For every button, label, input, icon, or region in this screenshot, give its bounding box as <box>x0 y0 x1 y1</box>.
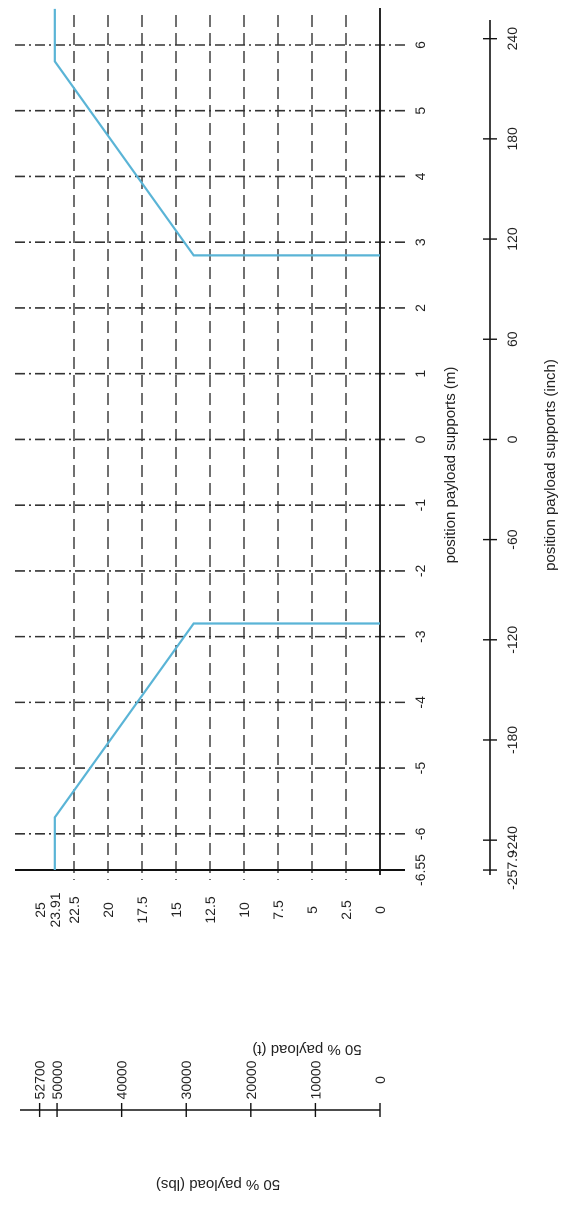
secondary-x-axis-label: position payload supports (inch) <box>542 359 559 571</box>
y-tick-label: 25 <box>32 902 48 918</box>
secondary-x-tick-label: -240 <box>504 826 520 854</box>
secondary-y-tick-label: 40000 <box>114 1060 130 1099</box>
y-tick-label: 15 <box>168 902 184 918</box>
secondary-y-tick-label: 10000 <box>307 1060 323 1099</box>
series-lines <box>53 8 380 870</box>
secondary-x-tick-label: 0 <box>504 435 520 443</box>
x-tick-label: -1 <box>412 499 428 512</box>
x-tick-label: 6 <box>412 41 428 49</box>
y-tick-label: 0 <box>372 906 388 914</box>
series-line <box>53 622 380 870</box>
x-axis-label: position payload supports (m) <box>442 367 459 564</box>
y-tick-label: 7.5 <box>270 900 286 920</box>
secondary-x-tick-label: 240 <box>504 27 520 51</box>
tick-labels: -6.55-6-5-4-3-2-1012345602.557.51012.515… <box>32 27 520 1100</box>
y-tick-label: 5 <box>304 906 320 914</box>
y-tick-label: 20 <box>100 902 116 918</box>
x-tick-label: 4 <box>412 172 428 180</box>
x-tick-label: -6.55 <box>412 854 428 886</box>
y-tick-label: 10 <box>236 902 252 918</box>
x-tick-label: 3 <box>412 238 428 246</box>
x-tick-label: -4 <box>412 696 428 709</box>
x-tick-label: 0 <box>412 435 428 443</box>
y-tick-label: 2.5 <box>338 900 354 920</box>
secondary-x-tick-label: 60 <box>504 331 520 347</box>
secondary-x-tick-label: 120 <box>504 227 520 251</box>
x-tick-label: -5 <box>412 762 428 775</box>
series-line <box>53 8 380 257</box>
x-tick-label: 5 <box>412 107 428 115</box>
y-tick-label: 22.5 <box>66 896 82 923</box>
secondary-y-tick-label: 20000 <box>243 1060 259 1099</box>
x-tick-label: 1 <box>412 370 428 378</box>
x-tick-label: -2 <box>412 564 428 577</box>
secondary-x-tick-label: -257.9 <box>504 850 520 890</box>
y-tick-label: 12.5 <box>202 896 218 923</box>
secondary-x-tick-label: -120 <box>504 626 520 654</box>
x-tick-label: -3 <box>412 630 428 643</box>
secondary-x-tick-label: 180 <box>504 127 520 151</box>
y-tick-label: 17.5 <box>134 896 150 923</box>
secondary-y-tick-label: 50000 <box>49 1060 65 1099</box>
grid-lines <box>15 15 405 880</box>
x-tick-label: 2 <box>412 304 428 312</box>
secondary-x-tick-label: -180 <box>504 726 520 754</box>
secondary-y-tick-label: 52700 <box>32 1060 48 1099</box>
x-tick-label: -6 <box>412 827 428 840</box>
secondary-y-tick-label: 30000 <box>178 1060 194 1099</box>
secondary-y-axis-label: 50 % payload (lbs) <box>156 1176 280 1193</box>
y-axis-label: 50 % payload (t) <box>252 1041 361 1058</box>
secondary-y-tick-label: 0 <box>372 1076 388 1084</box>
y-tick-label: 23.91 <box>47 892 63 927</box>
axes <box>15 8 497 1117</box>
secondary-x-tick-label: -60 <box>504 529 520 549</box>
